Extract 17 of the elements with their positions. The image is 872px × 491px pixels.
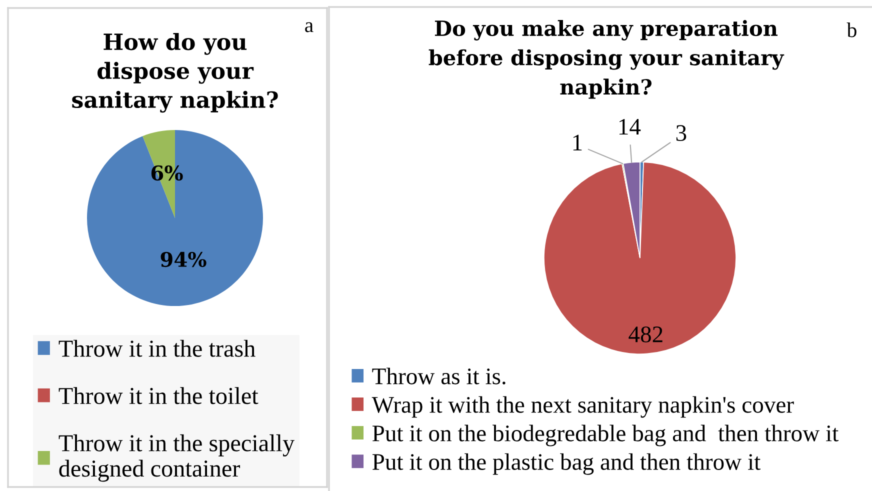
legend-label: Throw it in the toilet xyxy=(58,387,258,404)
legend-label: Throw it in the trash xyxy=(58,340,256,357)
legend-label: Throw it in the specially designed container xyxy=(58,434,295,482)
chart-title: How do you dispose your sanitary napkin? xyxy=(72,33,278,113)
data-label: 482 xyxy=(628,326,662,342)
legend-label: Put it on the plastic bag and then throw it xyxy=(372,453,761,475)
data-label: 1 xyxy=(573,134,582,150)
data-label: 94% xyxy=(160,252,206,268)
data-label: 3 xyxy=(676,125,686,142)
legend-label: Throw as it is. xyxy=(372,368,506,384)
legend-label: Wrap it with the next sanitary napkin's cover xyxy=(372,396,794,418)
chart-title: Do you make any preparation before disposing your sanitary napkin? xyxy=(428,20,784,99)
data-label: 6% xyxy=(151,165,183,181)
text: b xyxy=(846,22,856,38)
data-label: 14 xyxy=(619,118,641,135)
text: a xyxy=(305,22,314,32)
legend-label: Put it on the biodegredable bag and then throw it xyxy=(372,424,839,446)
